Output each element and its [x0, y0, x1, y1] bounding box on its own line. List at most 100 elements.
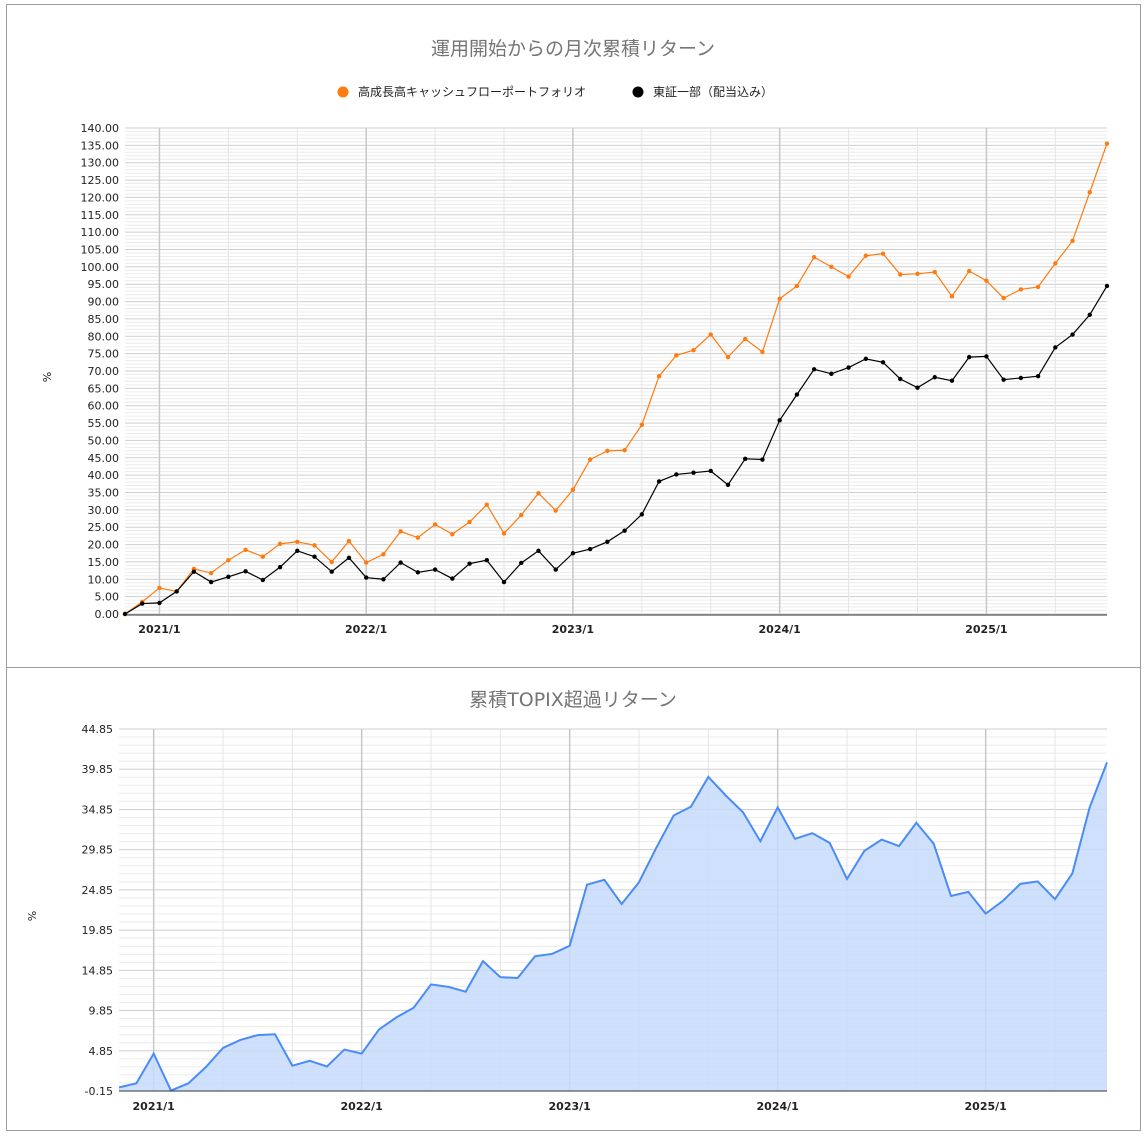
data-point	[898, 272, 903, 277]
y-tick-label: 105.00	[81, 244, 120, 257]
data-point	[656, 374, 662, 379]
data-point	[191, 569, 197, 574]
data-point	[381, 577, 386, 582]
data-point	[415, 570, 421, 575]
y-tick-label: 80.00	[88, 330, 120, 343]
data-point	[570, 487, 576, 492]
data-point	[811, 367, 817, 372]
data-point	[1070, 332, 1075, 337]
data-point	[1104, 283, 1110, 289]
data-point	[226, 557, 231, 563]
data-point	[260, 554, 266, 559]
chart-title: 累積TOPIX超過リターン	[469, 689, 677, 711]
data-point	[622, 447, 627, 453]
y-tick-label: 115.00	[81, 209, 120, 222]
legend-label-1: 東証一部（配当込み）	[653, 84, 773, 99]
legend-marker-0	[337, 86, 349, 98]
data-point	[932, 375, 937, 380]
data-point	[949, 378, 955, 383]
data-point	[743, 336, 748, 342]
data-point	[208, 579, 214, 585]
data-point	[501, 531, 507, 536]
y-tick-label: 24.85	[82, 884, 114, 897]
data-point	[674, 353, 679, 358]
data-point	[277, 541, 283, 547]
data-point	[484, 557, 489, 563]
y-tick-label: 44.85	[82, 723, 114, 736]
data-point	[174, 589, 179, 594]
y-tick-label: 34.85	[82, 803, 114, 816]
y-axis-label: %	[41, 372, 54, 382]
series-line-1	[124, 285, 1108, 615]
y-tick-label: 9.85	[89, 1005, 114, 1018]
data-point	[1087, 190, 1092, 195]
x-tick-label: 2021/1	[133, 1100, 175, 1113]
data-point	[381, 552, 386, 557]
data-point	[966, 354, 972, 360]
x-tick-label: 2021/1	[138, 623, 180, 636]
data-point	[501, 579, 507, 585]
data-point	[898, 376, 903, 382]
y-tick-label: 100.00	[81, 261, 120, 274]
data-point	[140, 601, 145, 606]
y-tick-label: 135.00	[81, 139, 120, 152]
data-point	[932, 269, 937, 275]
data-point	[1018, 375, 1024, 381]
data-point	[312, 543, 317, 548]
x-tick-label: 2022/1	[345, 623, 387, 636]
data-point	[519, 512, 524, 518]
data-point	[691, 347, 696, 353]
data-point	[312, 554, 317, 559]
data-point	[725, 354, 731, 360]
data-point	[1035, 284, 1041, 290]
data-point	[743, 456, 748, 462]
data-point	[553, 508, 558, 513]
data-point	[122, 611, 128, 617]
data-point	[949, 294, 955, 299]
data-point	[1070, 238, 1075, 244]
data-point	[329, 569, 334, 574]
y-axis-label: %	[26, 911, 39, 921]
data-point	[243, 547, 248, 552]
x-tick-label: 2023/1	[549, 1100, 591, 1113]
data-point	[829, 371, 834, 376]
data-point	[363, 560, 369, 565]
data-point	[536, 548, 541, 554]
series-0	[122, 141, 1110, 617]
data-point	[519, 560, 524, 566]
data-point	[846, 274, 851, 279]
data-point	[432, 522, 438, 527]
y-tick-label: 85.00	[88, 313, 120, 326]
data-point	[915, 271, 920, 276]
y-tick-label: 110.00	[81, 226, 120, 239]
series-1	[122, 283, 1110, 617]
area-fill	[119, 762, 1107, 1091]
y-tick-label: 30.00	[88, 504, 120, 517]
data-point	[1087, 312, 1092, 317]
data-point	[846, 365, 851, 370]
data-point	[1001, 295, 1006, 301]
data-point	[1001, 377, 1006, 382]
y-tick-label: 5.00	[95, 591, 120, 604]
data-point	[605, 539, 610, 544]
y-tick-label: 90.00	[88, 296, 120, 309]
y-tick-label: 65.00	[88, 382, 120, 395]
data-point	[1018, 287, 1024, 292]
data-point	[346, 555, 352, 560]
excess-return-chart-panel: 累積TOPIX超過リターン -0.15 4.85 9.85 14.85 19.85 24.8…	[6, 667, 1141, 1131]
data-point	[398, 529, 403, 534]
data-point	[536, 490, 541, 496]
data-point	[863, 253, 869, 258]
y-tick-label: 29.85	[82, 844, 114, 857]
x-tick-label: 2024/1	[759, 623, 801, 636]
data-point	[1053, 261, 1058, 266]
x-tick-label: 2023/1	[552, 623, 594, 636]
data-point	[415, 535, 421, 540]
data-point	[346, 538, 352, 544]
data-point	[1053, 345, 1058, 350]
data-point	[277, 564, 283, 570]
data-point	[295, 539, 300, 544]
data-point	[760, 457, 765, 462]
x-tick-label: 2024/1	[757, 1100, 799, 1113]
data-point	[811, 254, 817, 260]
